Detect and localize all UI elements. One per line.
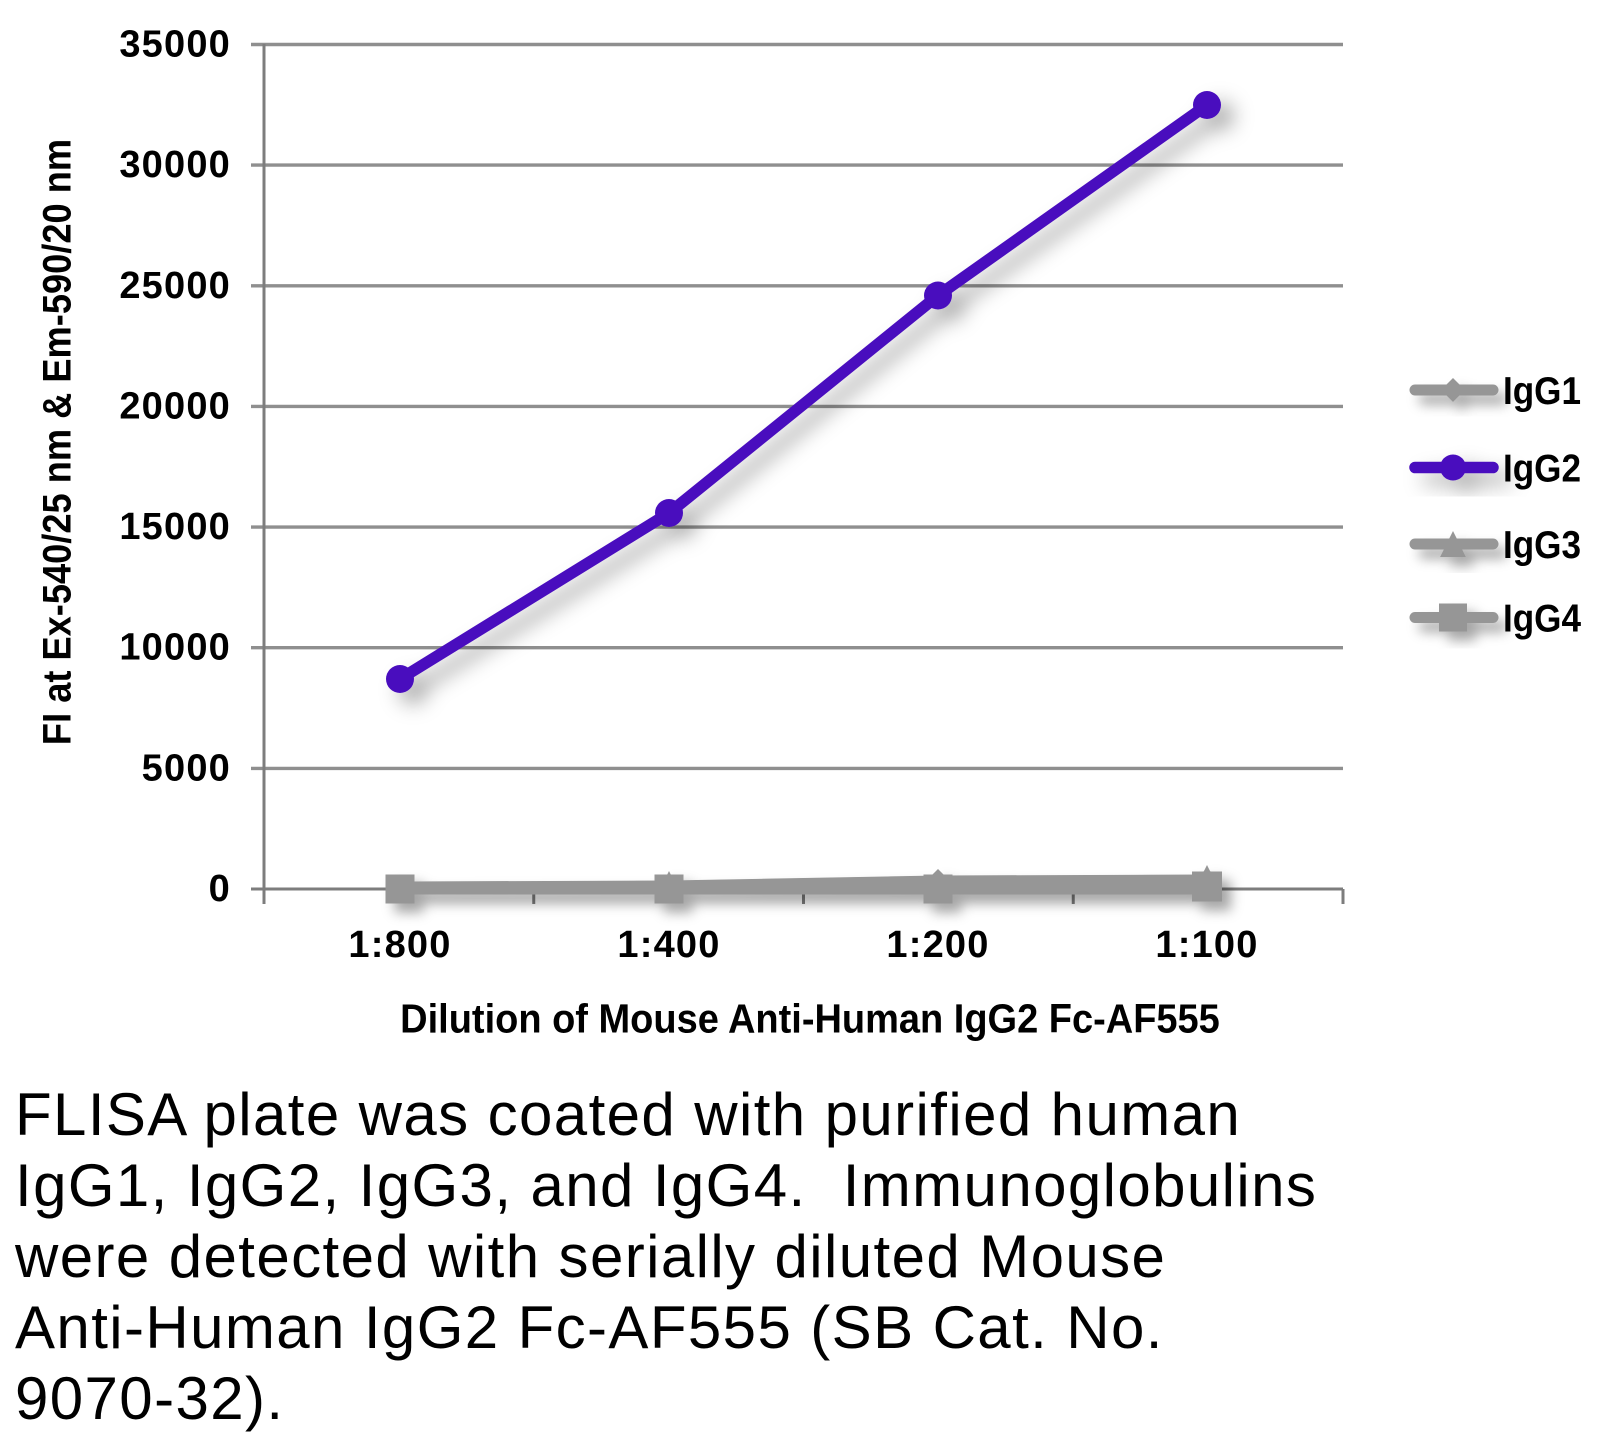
svg-text:IgG2: IgG2 [1503, 446, 1581, 490]
svg-text:FI at Ex-540/25 nm & Em-590/20: FI at Ex-540/25 nm & Em-590/20 nm [35, 139, 80, 745]
svg-text:IgG1: IgG1 [1503, 368, 1581, 412]
svg-text:Dilution of Mouse Anti-Human I: Dilution of Mouse Anti-Human IgG2 Fc-AF5… [400, 996, 1220, 1042]
svg-text:15000: 15000 [119, 506, 231, 548]
svg-text:1:400: 1:400 [617, 924, 720, 966]
svg-text:10000: 10000 [119, 627, 231, 669]
svg-text:1:800: 1:800 [348, 924, 451, 966]
svg-text:1:100: 1:100 [1155, 924, 1258, 966]
svg-text:35000: 35000 [119, 24, 231, 66]
svg-text:0: 0 [209, 868, 231, 910]
svg-text:5000: 5000 [142, 747, 231, 789]
svg-text:IgG4: IgG4 [1503, 596, 1581, 640]
svg-text:25000: 25000 [119, 265, 231, 307]
svg-text:20000: 20000 [119, 385, 231, 427]
svg-text:IgG3: IgG3 [1503, 522, 1581, 566]
svg-text:30000: 30000 [119, 144, 231, 186]
svg-text:1:200: 1:200 [886, 924, 989, 966]
